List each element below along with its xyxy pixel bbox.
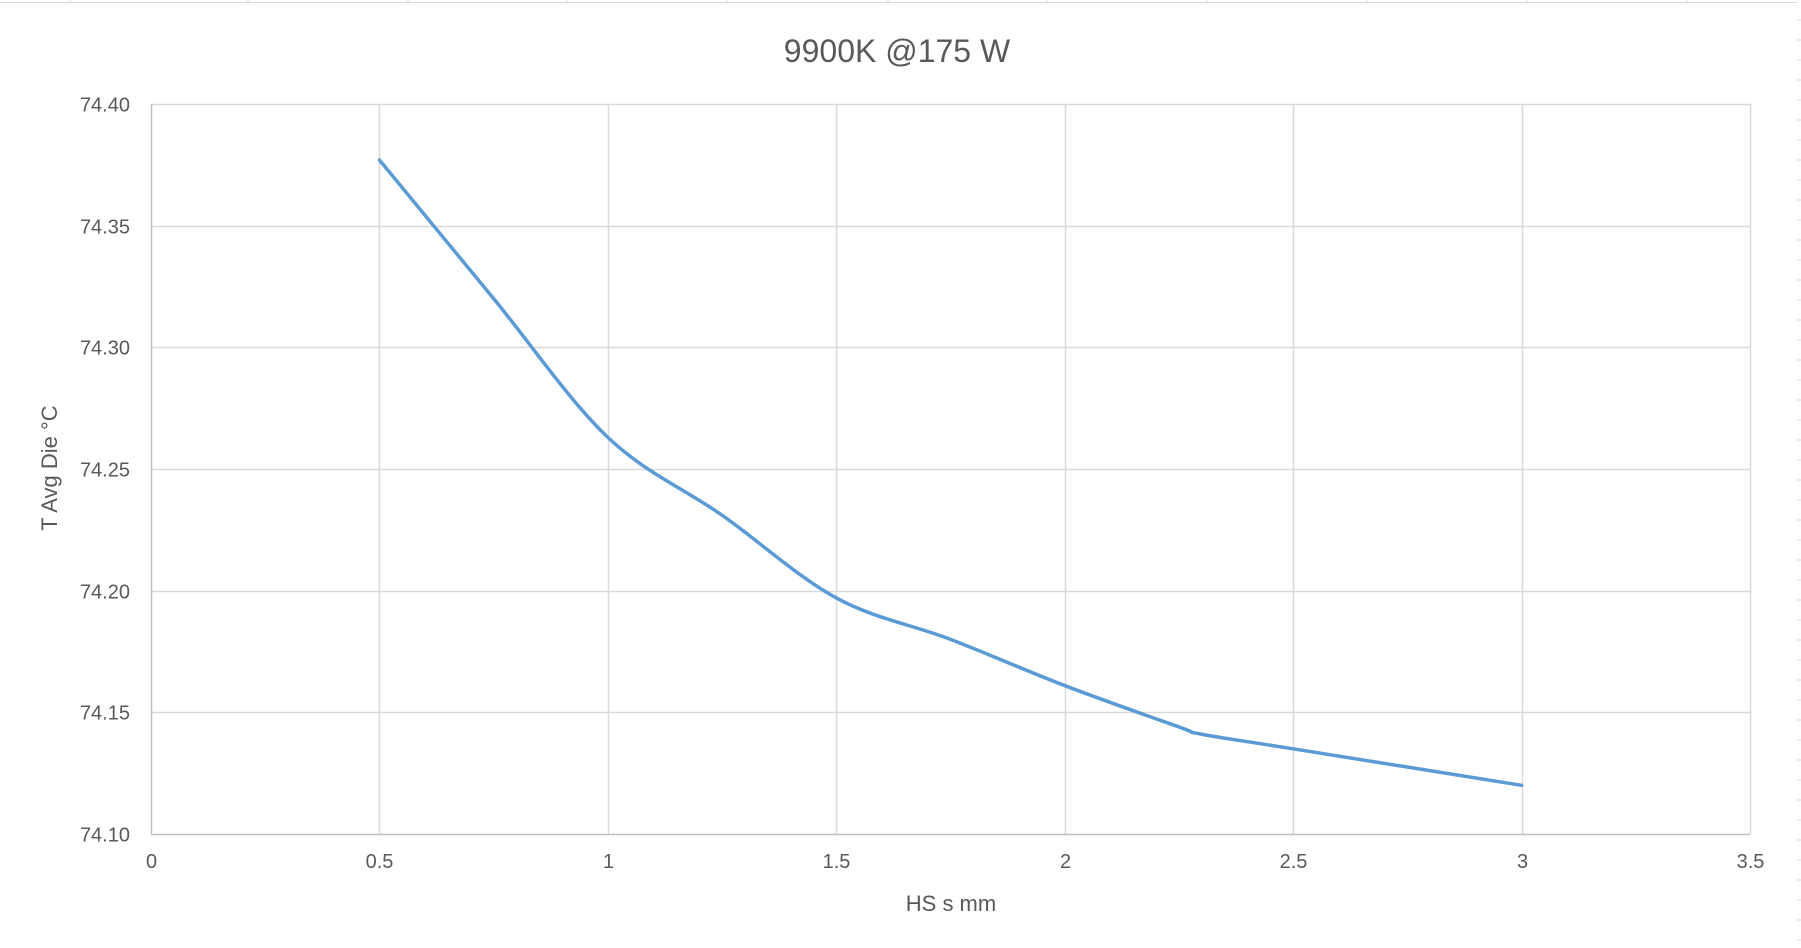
y-tick-label: 74.25 — [80, 460, 130, 482]
x-tick-label: 0.5 — [366, 851, 394, 873]
y-tick-label: 74.30 — [80, 338, 130, 360]
x-tick-label: 1 — [603, 851, 614, 873]
x-tick-label: 2.5 — [1280, 851, 1308, 873]
series-lines — [377, 158, 1524, 788]
y-tick-label: 74.15 — [80, 703, 130, 725]
x-tick-label: 3.5 — [1737, 851, 1765, 873]
chart-background — [0, 3, 1797, 948]
x-tick-label: 2 — [1060, 851, 1071, 873]
y-tick-label: 74.20 — [80, 582, 130, 604]
x-tick-label: 1.5 — [823, 851, 851, 873]
y-tick-label: 74.40 — [80, 95, 130, 117]
y-axis-title: T Avg Die °C — [37, 405, 62, 530]
y-tick-label: 74.35 — [80, 217, 130, 239]
x-tick-label: 3 — [1517, 851, 1528, 873]
gridlines — [151, 103, 1752, 834]
x-tick-label: 0 — [146, 851, 157, 873]
chart-title: 9900K @175 W — [784, 33, 1011, 69]
line-chart: 9900K @175 W 74.1074.1574.2074.2574.3074… — [0, 3, 1797, 948]
x-tick-labels: 0 0.5 1 1.5 2 2.5 3 3.5 — [146, 851, 1764, 873]
y-tick-labels: 74.10 74.15 74.20 74.25 74.30 74.35 74.40 — [80, 95, 130, 847]
series-line — [377, 158, 1524, 788]
axes — [150, 104, 1750, 836]
x-axis-title: HS s mm — [906, 891, 996, 916]
y-tick-label: 74.10 — [80, 825, 130, 847]
